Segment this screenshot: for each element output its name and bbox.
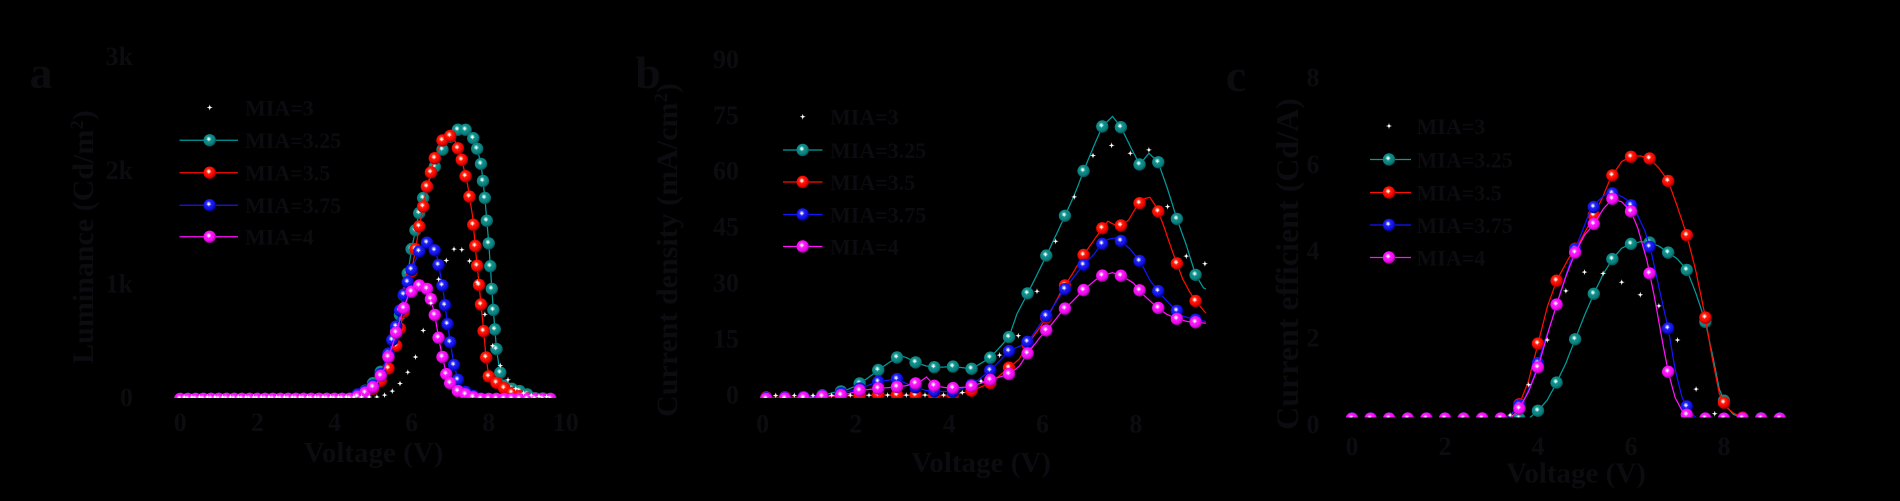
svg-text:Current density (mA/cm2): Current density (mA/cm2) (651, 83, 684, 417)
svg-text:MIA=3.5: MIA=3.5 (245, 161, 330, 186)
svg-text:MIA=3.75: MIA=3.75 (830, 202, 926, 227)
svg-text:MIA=3: MIA=3 (245, 95, 314, 120)
svg-text:4: 4 (943, 410, 956, 439)
svg-text:8: 8 (1718, 432, 1731, 461)
svg-text:8: 8 (1129, 410, 1142, 439)
svg-text:4: 4 (1532, 432, 1545, 461)
svg-text:90: 90 (713, 45, 739, 74)
svg-text:0: 0 (726, 380, 739, 409)
svg-text:15: 15 (713, 324, 739, 353)
svg-text:2k: 2k (106, 156, 134, 185)
svg-text:b: b (635, 47, 661, 98)
svg-text:MIA=3.25: MIA=3.25 (1417, 147, 1513, 172)
svg-text:1k: 1k (106, 269, 134, 298)
svg-text:6: 6 (1036, 410, 1049, 439)
svg-text:MIA=3.25: MIA=3.25 (245, 128, 341, 153)
svg-text:Current efficient (Cd/A): Current efficient (Cd/A) (1269, 98, 1305, 430)
svg-text:MIA=4: MIA=4 (830, 234, 899, 259)
svg-text:Voltage (V): Voltage (V) (1506, 458, 1646, 490)
svg-text:3k: 3k (106, 42, 134, 71)
svg-text:2: 2 (251, 408, 264, 437)
svg-text:MIA=3: MIA=3 (830, 105, 899, 130)
svg-text:Luminance (Cd/m2): Luminance (Cd/m2) (67, 110, 100, 364)
svg-text:MIA=3: MIA=3 (1417, 114, 1486, 139)
svg-text:4: 4 (328, 408, 341, 437)
svg-text:c: c (1226, 50, 1246, 101)
svg-text:MIA=4: MIA=4 (1417, 245, 1486, 270)
svg-text:30: 30 (713, 269, 739, 298)
svg-text:MIA=3.5: MIA=3.5 (830, 170, 915, 195)
svg-text:Voltage (V): Voltage (V) (304, 437, 444, 469)
svg-text:MIA=3.75: MIA=3.75 (245, 193, 341, 218)
svg-text:6: 6 (1625, 432, 1638, 461)
svg-text:2: 2 (1307, 323, 1320, 352)
svg-text:6: 6 (405, 408, 418, 437)
svg-text:MIA=3.25: MIA=3.25 (830, 138, 926, 163)
svg-text:75: 75 (713, 101, 739, 130)
svg-text:0: 0 (174, 408, 187, 437)
svg-text:Voltage (V): Voltage (V) (911, 447, 1051, 479)
svg-text:6: 6 (1307, 150, 1320, 179)
svg-text:4: 4 (1307, 237, 1320, 266)
svg-text:60: 60 (713, 157, 739, 186)
svg-text:0: 0 (756, 410, 769, 439)
svg-text:MIA=3.75: MIA=3.75 (1417, 213, 1513, 238)
svg-text:0: 0 (1346, 432, 1359, 461)
svg-text:8: 8 (1307, 63, 1320, 92)
svg-text:0: 0 (1307, 410, 1320, 439)
svg-text:MIA=4: MIA=4 (245, 225, 314, 250)
svg-text:8: 8 (482, 408, 495, 437)
svg-text:45: 45 (713, 213, 739, 242)
svg-text:10: 10 (553, 408, 579, 437)
svg-text:MIA=3.5: MIA=3.5 (1417, 180, 1502, 205)
svg-text:2: 2 (1439, 432, 1452, 461)
svg-text:a: a (30, 47, 53, 98)
svg-text:0: 0 (120, 383, 133, 412)
svg-text:2: 2 (849, 410, 862, 439)
